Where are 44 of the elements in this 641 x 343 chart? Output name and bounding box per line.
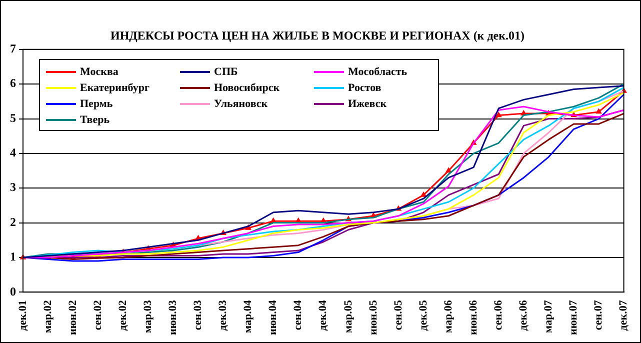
x-tick-label: сен.05 bbox=[392, 300, 404, 330]
y-tick-label: 6 bbox=[10, 76, 16, 90]
legend-label: Пермь bbox=[80, 98, 113, 110]
legend-label: Мособласть bbox=[348, 66, 408, 78]
x-tick-label: мар.05 bbox=[342, 300, 354, 333]
x-tick-label: июн.06 bbox=[467, 300, 480, 336]
x-tick-label: дек.06 bbox=[518, 300, 530, 331]
y-tick-label: 3 bbox=[10, 180, 16, 194]
x-tick-label: сен.03 bbox=[192, 300, 204, 330]
x-tick-label: сен.06 bbox=[492, 300, 504, 330]
x-tick-label: дек.04 bbox=[317, 300, 330, 331]
x-tick-label: сен.02 bbox=[92, 300, 104, 330]
legend-label: Екатеринбург bbox=[80, 82, 150, 94]
x-tick-label: сен.04 bbox=[292, 300, 304, 330]
legend-label: Тверь bbox=[80, 114, 110, 126]
chart-title: ИНДЕКСЫ РОСТА ЦЕН НА ЖИЛЬЕ В МОСКВЕ И РЕГИОНАХ (к дек.01) bbox=[110, 28, 525, 42]
x-tick-label: июн.05 bbox=[367, 300, 380, 336]
legend-label: Ростов bbox=[348, 82, 382, 94]
y-tick-label: 1 bbox=[10, 250, 16, 264]
y-tick-label: 0 bbox=[10, 284, 16, 298]
x-tick-label: мар.03 bbox=[142, 300, 154, 333]
y-tick-label: 2 bbox=[10, 214, 16, 229]
x-tick-label: дек.03 bbox=[217, 300, 230, 331]
x-tick-label: дек.05 bbox=[417, 300, 430, 331]
legend-label: Ульяновск bbox=[214, 98, 268, 110]
x-tick-label: июн.02 bbox=[66, 300, 79, 336]
legend-label: Москва bbox=[80, 66, 118, 78]
legend-label: Новосибирск bbox=[214, 82, 280, 94]
x-tick-label: мар.02 bbox=[42, 300, 54, 333]
x-tick-label: июн.07 bbox=[568, 300, 580, 336]
y-tick-label: 7 bbox=[10, 41, 16, 56]
x-tick-label: июн.03 bbox=[167, 300, 180, 336]
x-tick-label: дек.07 bbox=[618, 300, 630, 331]
legend-label: Ижевск bbox=[348, 98, 387, 110]
x-tick-label: июн.04 bbox=[267, 300, 280, 336]
x-tick-label: мар.04 bbox=[242, 300, 254, 333]
x-tick-label: дек.01 bbox=[16, 300, 29, 331]
x-tick-label: мар.07 bbox=[542, 300, 555, 333]
x-tick-label: дек.02 bbox=[116, 300, 129, 331]
y-tick-label: 4 bbox=[10, 146, 16, 160]
y-tick-label: 5 bbox=[10, 110, 16, 125]
x-tick-label: мар.06 bbox=[442, 300, 454, 333]
legend-label: СПБ bbox=[214, 66, 238, 78]
x-tick-label: сен.07 bbox=[592, 300, 605, 330]
